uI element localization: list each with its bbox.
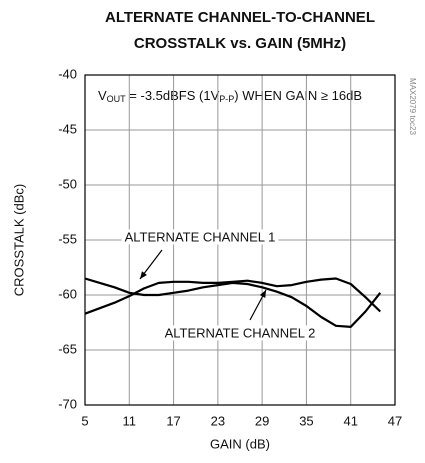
label-background	[121, 229, 279, 245]
x-tick-label: 17	[166, 413, 180, 428]
arrow-head	[140, 271, 147, 279]
annotation: VOUT = -3.5dBFS (1VP-P) WHEN GAIN ≥ 16dB	[98, 88, 362, 104]
y-tick-label: -60	[58, 286, 77, 301]
y-tick-label: -50	[58, 176, 77, 191]
x-tick-label: 29	[255, 413, 269, 428]
series-label: ALTERNATE CHANNEL 1	[125, 229, 276, 244]
x-axis-label: GAIN (dB)	[210, 436, 270, 451]
x-tick-label: 41	[343, 413, 357, 428]
y-axis-label: CROSSTALK (dBc)	[11, 184, 26, 296]
series-label: ALTERNATE CHANNEL 2	[165, 325, 316, 340]
plot-frame	[84, 74, 396, 406]
x-tick-label: 35	[299, 413, 313, 428]
x-tick-label: 5	[81, 413, 88, 428]
x-tick-label: 47	[388, 413, 402, 428]
watermark: MAX2079 toc23	[408, 78, 417, 135]
x-tick-label: 23	[211, 413, 225, 428]
series-line	[84, 277, 382, 328]
label-background	[161, 325, 319, 341]
annotation-part: ) WHEN GAIN ≥ 16dB	[234, 88, 362, 103]
y-tick-label: -70	[58, 396, 77, 411]
chart-title: ALTERNATE CHANNEL-TO-CHANNEL	[105, 9, 375, 26]
arrow-head	[259, 290, 266, 298]
y-tick-label: -65	[58, 341, 77, 356]
annotation-part: V	[98, 88, 107, 103]
annotation-part: P-P	[219, 94, 234, 104]
y-tick-label: -55	[58, 231, 77, 246]
y-tick-label: -45	[58, 121, 77, 136]
annotation-part: OUT	[107, 94, 127, 104]
y-tick-label: -40	[58, 66, 77, 81]
annotation-part: = -3.5dBFS (1V	[126, 88, 220, 103]
chart-title: CROSSTALK vs. GAIN (5MHz)	[134, 35, 346, 52]
x-tick-label: 11	[123, 413, 137, 428]
